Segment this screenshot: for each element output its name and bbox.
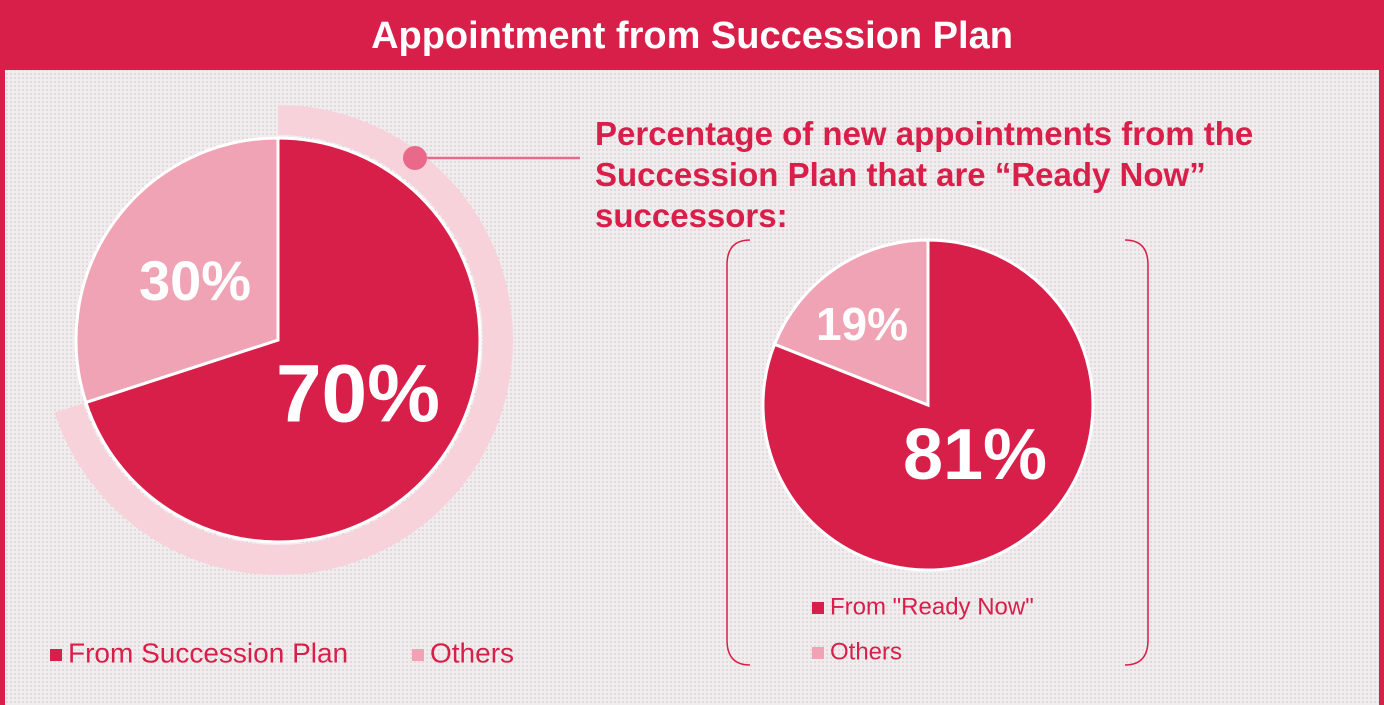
legend-swatch	[812, 602, 824, 614]
legend-label: From "Ready Now"	[830, 593, 1034, 620]
slice-label: 30%	[139, 249, 251, 312]
annotation: Succession Plan that are “Ready Now”	[595, 156, 1206, 193]
pie-slice	[761, 238, 1095, 572]
pie-slice	[772, 238, 930, 408]
slice-label: 19%	[816, 298, 908, 350]
legend-label: From Succession Plan	[68, 637, 348, 668]
annotation: Percentage of new appointments from the	[595, 115, 1253, 152]
legend-swatch	[812, 647, 824, 659]
header-band	[0, 0, 1384, 70]
connector-dot	[403, 146, 427, 170]
pie-slice	[74, 136, 280, 405]
slice-label: 70%	[276, 349, 440, 440]
legend-swatch	[412, 649, 424, 661]
legend-label: Others	[430, 637, 514, 668]
legend-swatch	[50, 649, 62, 661]
bracket-left	[726, 239, 751, 666]
slice-label: 81%	[903, 415, 1047, 495]
legend-label: Others	[830, 638, 902, 665]
bracket-right	[1124, 239, 1149, 666]
pie-slice	[83, 136, 482, 544]
page-title: Appointment from Succession Plan	[371, 15, 1013, 57]
annotation: successors:	[595, 197, 788, 234]
